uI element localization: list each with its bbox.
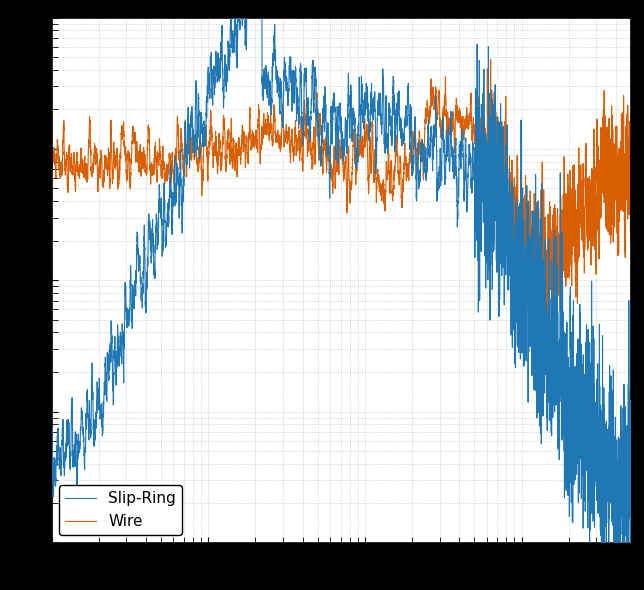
Slip-Ring (48, 424, 55, 431)
Slip-Ring (307, 96, 315, 103)
Wire (553, 356, 560, 363)
Line: Slip-Ring: Slip-Ring (52, 0, 631, 590)
Wire (627, 176, 635, 183)
Wire (48, 169, 55, 176)
Wire (487, 56, 495, 63)
Wire (182, 160, 190, 167)
Slip-Ring (182, 155, 190, 162)
Wire (266, 123, 274, 130)
Slip-Ring (185, 142, 193, 149)
Slip-Ring (623, 463, 630, 470)
Wire (185, 136, 193, 143)
Line: Wire: Wire (52, 60, 631, 359)
Slip-Ring (266, 83, 274, 90)
Wire (188, 135, 196, 142)
Wire (623, 172, 630, 179)
Legend: Slip-Ring, Wire: Slip-Ring, Wire (59, 486, 182, 535)
Slip-Ring (188, 122, 196, 129)
Wire (307, 146, 315, 153)
Slip-Ring (627, 553, 635, 560)
